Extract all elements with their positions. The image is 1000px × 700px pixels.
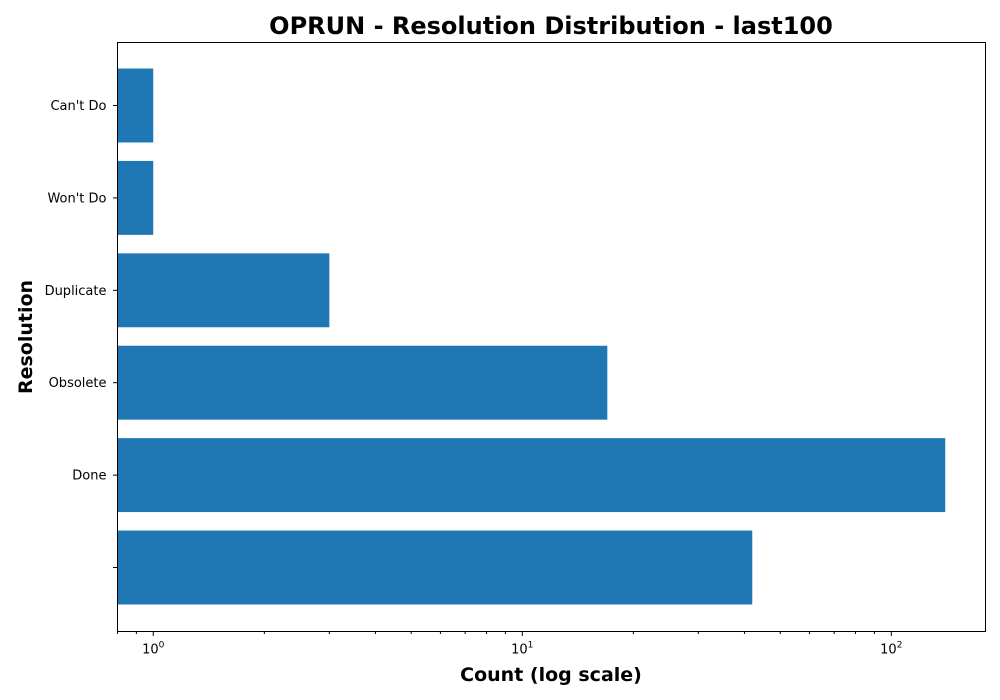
- y-axis: Done Obsolete Duplicate Won't Do Can't Do: [45, 99, 118, 568]
- x-axis: 100 101 102: [117, 631, 902, 658]
- x-axis-label: Count (log scale): [460, 664, 642, 686]
- bar-1: [117, 438, 946, 513]
- bars-group: [117, 68, 946, 605]
- bar-5: [117, 68, 154, 143]
- bar-2: [117, 345, 608, 420]
- chart-title: OPRUN - Resolution Distribution - last10…: [269, 12, 833, 40]
- y-tick-label-1: Done: [72, 469, 106, 484]
- bar-3: [117, 253, 330, 328]
- y-tick-label-2: Obsolete: [49, 376, 107, 391]
- y-tick-label-5: Can't Do: [50, 99, 106, 114]
- x-tick-label-1: 101: [511, 641, 533, 658]
- y-tick-label-4: Won't Do: [47, 191, 106, 206]
- y-axis-label: Resolution: [15, 280, 37, 394]
- y-tick-label-3: Duplicate: [45, 284, 107, 299]
- x-tick-label-2: 102: [880, 641, 902, 658]
- bar-4: [117, 160, 154, 235]
- plot-frame: [117, 42, 986, 632]
- bar-0: [117, 530, 753, 605]
- x-tick-label-0: 100: [142, 641, 165, 658]
